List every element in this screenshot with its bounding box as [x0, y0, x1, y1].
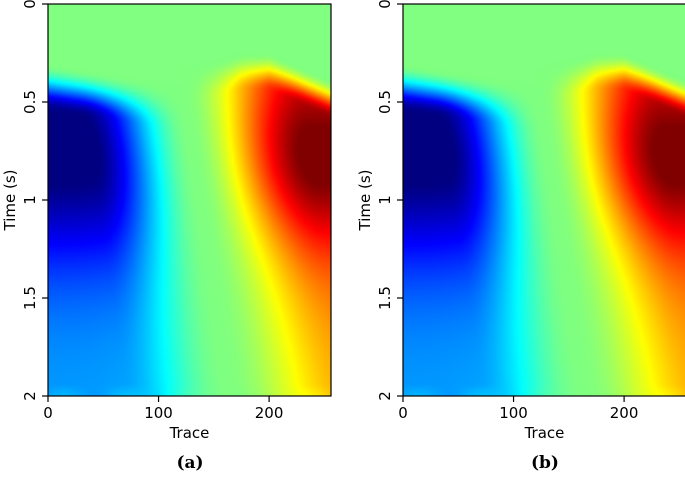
x-tick-label: 0: [43, 404, 53, 422]
y-tick-label: 1.5: [21, 286, 39, 310]
panel-label: (a): [176, 453, 203, 473]
y-tick-label: 2: [21, 391, 39, 401]
x-tick-label: 200: [255, 404, 284, 422]
x-tick-label: 100: [499, 404, 528, 422]
x-axis-label: Trace: [169, 424, 210, 442]
y-tick-label: 0.5: [376, 90, 394, 114]
y-tick-label: 2: [376, 391, 394, 401]
x-tick-label: 200: [610, 404, 639, 422]
x-tick-label: 0: [398, 404, 408, 422]
heatmap-image: [48, 4, 331, 396]
panel-a: 0 100 200 0 0.5 1 1.5 2 Trace Time (s) (a): [1, 0, 332, 473]
y-tick-label: 0: [376, 0, 394, 9]
y-tick-label: 1: [376, 195, 394, 205]
x-axis-label: Trace: [524, 424, 565, 442]
y-tick-label: 0: [21, 0, 39, 9]
y-tick-label: 1.5: [376, 286, 394, 310]
y-axis-label: Time (s): [1, 170, 19, 232]
y-tick-label: 0.5: [21, 90, 39, 114]
x-tick-label: 100: [144, 404, 173, 422]
heatmap-image: [403, 4, 685, 396]
panel-b: 0 100 200 0 0.5 1 1.5 2 Trace Time (s) (b): [356, 0, 685, 473]
y-tick-label: 1: [21, 195, 39, 205]
y-axis-label: Time (s): [356, 170, 374, 232]
panel-label: (b): [531, 453, 559, 473]
